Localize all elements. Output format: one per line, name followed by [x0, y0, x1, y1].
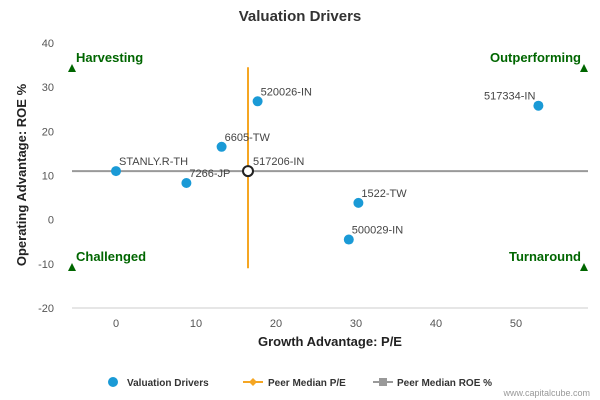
y-tick-0: -20 [38, 303, 54, 315]
chart-title: Valuation Drivers [239, 8, 362, 25]
y-tick-6: 40 [42, 38, 54, 50]
quadrant-label-turnaround: Turnaround [509, 249, 581, 264]
data-point-6 [343, 234, 354, 245]
legend-label-peer-median-pe: Peer Median P/E [268, 378, 346, 389]
quadrant-label-harvesting: Harvesting [76, 50, 143, 65]
legend-label-peer-median-roe: Peer Median ROE % [397, 378, 492, 389]
data-point-label-1: 7266-JP [189, 168, 230, 180]
legend: Valuation Drivers Peer Median P/E Peer Med… [108, 377, 492, 389]
x-tick-labels: 0 10 20 30 40 50 [113, 318, 522, 330]
y-tick-3: 10 [42, 171, 54, 183]
data-point-label-2: 6605-TW [225, 132, 271, 144]
legend-label-valuation-drivers: Valuation Drivers [127, 378, 209, 389]
y-tick-1: -10 [38, 259, 54, 271]
x-axis-title: Growth Advantage: P/E [258, 334, 402, 349]
data-point-2 [216, 141, 227, 152]
quadrant-label-outperforming: Outperforming [490, 50, 581, 65]
x-tick-5: 50 [510, 318, 522, 330]
data-point-label-0: STANLY.R-TH [119, 156, 188, 168]
legend-marker-peer-median-roe [379, 378, 387, 386]
data-point-label-5: 1522-TW [361, 188, 407, 200]
y-tick-labels: -20 -10 0 10 20 30 40 [38, 38, 54, 315]
quadrant-marker-3 [580, 263, 588, 271]
x-tick-4: 40 [430, 318, 442, 330]
quadrant-label-challenged: Challenged [76, 249, 146, 264]
y-tick-5: 30 [42, 82, 54, 94]
y-tick-4: 20 [42, 126, 54, 138]
data-point-label-6: 500029-IN [352, 225, 403, 237]
data-point-4 [533, 100, 544, 111]
quadrant-marker-0 [68, 64, 76, 72]
legend-marker-valuation-drivers [108, 377, 118, 387]
data-point-3 [252, 96, 263, 107]
quadrant-marker-2 [68, 263, 76, 271]
median-point [242, 165, 254, 178]
data-point-5 [353, 197, 364, 208]
quadrant-labels: Harvesting Outperforming Challenged Turnaro… [68, 50, 588, 271]
median-point-label: 517206-IN [253, 156, 304, 168]
x-tick-1: 10 [190, 318, 202, 330]
quadrant-marker-1 [580, 64, 588, 72]
x-tick-2: 20 [270, 318, 282, 330]
data-point-label-4: 517334-IN [484, 91, 535, 103]
y-tick-2: 0 [48, 215, 54, 227]
legend-marker-peer-median-pe [249, 378, 257, 386]
credit-text: www.capitalcube.com [502, 388, 590, 398]
data-point-1 [181, 178, 192, 189]
x-tick-0: 0 [113, 318, 119, 330]
x-tick-3: 30 [350, 318, 362, 330]
data-point-0 [111, 166, 121, 177]
y-axis-title: Operating Advantage: ROE % [14, 83, 29, 266]
data-point-label-3: 520026-IN [261, 86, 312, 98]
